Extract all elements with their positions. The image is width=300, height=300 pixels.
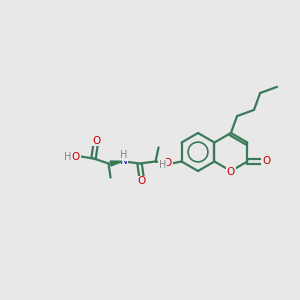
Text: H: H — [159, 160, 166, 170]
Text: O: O — [92, 136, 101, 146]
Text: O: O — [164, 158, 172, 167]
Text: O: O — [262, 157, 271, 166]
Text: O: O — [71, 152, 80, 161]
Text: H: H — [64, 152, 71, 161]
Text: H: H — [120, 151, 127, 160]
Text: O: O — [137, 176, 146, 187]
Text: O: O — [227, 167, 235, 177]
Polygon shape — [110, 161, 122, 166]
Text: N: N — [120, 155, 128, 166]
